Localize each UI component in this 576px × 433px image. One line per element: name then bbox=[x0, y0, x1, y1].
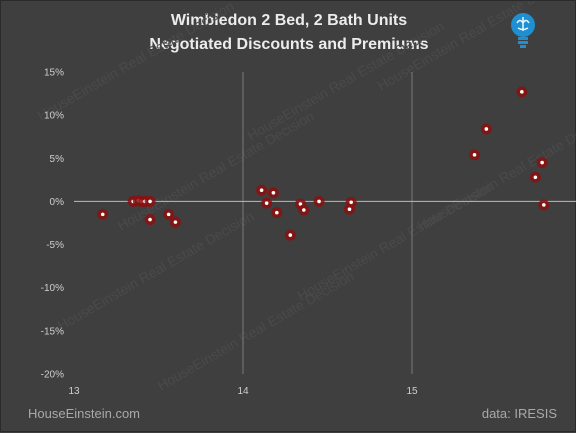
data-point bbox=[261, 198, 272, 209]
data-point bbox=[170, 217, 181, 228]
data-point-center bbox=[272, 191, 276, 195]
footer-site: HouseEinstein.com bbox=[28, 406, 140, 421]
data-point bbox=[271, 207, 282, 218]
data-point bbox=[145, 214, 156, 225]
data-point-center bbox=[534, 175, 538, 179]
data-point bbox=[469, 149, 480, 160]
data-point-center bbox=[473, 153, 477, 157]
data-point bbox=[346, 197, 357, 208]
x-tick-label: 15 bbox=[406, 386, 418, 397]
data-point bbox=[314, 196, 325, 207]
y-tick-label: 0% bbox=[50, 197, 65, 208]
data-point-center bbox=[260, 188, 264, 192]
data-point bbox=[481, 123, 492, 134]
watermark-text: HouseEinstein Real Estate Decision bbox=[415, 108, 576, 234]
data-point-center bbox=[275, 211, 279, 215]
data-point-center bbox=[148, 218, 152, 222]
y-tick-label: 15% bbox=[44, 68, 64, 79]
y-tick-label: 5% bbox=[50, 154, 65, 165]
data-point bbox=[145, 196, 156, 207]
x-tick-label: 14 bbox=[237, 386, 249, 397]
watermark-text: HouseEinstein Real Estate Decision bbox=[245, 18, 447, 144]
data-point bbox=[538, 199, 549, 210]
footer-source: data: IRESIS bbox=[482, 406, 557, 421]
watermark-layer: HouseEinstein Real Estate DecisionHouseE… bbox=[35, 1, 576, 394]
data-point-center bbox=[265, 201, 269, 205]
data-point bbox=[268, 187, 279, 198]
watermark-text: HouseEinstein Real Estate Decision bbox=[115, 108, 317, 234]
data-point-center bbox=[349, 200, 353, 204]
data-point bbox=[285, 230, 296, 241]
data-point bbox=[256, 185, 267, 196]
x-tick-label: 13 bbox=[68, 386, 80, 397]
watermark-text: HouseEinstein Real Estate Decision bbox=[35, 1, 237, 124]
data-point bbox=[516, 86, 527, 97]
data-point bbox=[537, 157, 548, 168]
data-point-center bbox=[174, 220, 178, 224]
y-tick-label: 10% bbox=[44, 111, 64, 122]
data-point-center bbox=[167, 213, 171, 217]
data-point-center bbox=[542, 203, 546, 207]
data-point-center bbox=[302, 208, 306, 212]
watermark-text: HouseEinstein Real Estate Decision bbox=[55, 208, 257, 334]
data-point bbox=[298, 205, 309, 216]
data-point bbox=[530, 172, 541, 183]
y-tick-label: -20% bbox=[41, 370, 64, 381]
y-tick-label: -15% bbox=[41, 326, 64, 337]
watermark-text: HouseEinstein Real Estate Decision bbox=[155, 268, 357, 394]
data-point-center bbox=[485, 127, 489, 131]
data-points bbox=[97, 86, 549, 240]
y-tick-label: -10% bbox=[41, 283, 64, 294]
y-tick-label: -5% bbox=[46, 240, 64, 251]
data-point-center bbox=[348, 207, 352, 211]
data-point bbox=[97, 209, 108, 220]
data-point-center bbox=[317, 200, 321, 204]
data-point-center bbox=[101, 213, 105, 217]
data-point-center bbox=[540, 161, 544, 165]
data-point-center bbox=[148, 200, 152, 204]
data-point-center bbox=[520, 90, 524, 94]
data-point-center bbox=[289, 233, 293, 237]
